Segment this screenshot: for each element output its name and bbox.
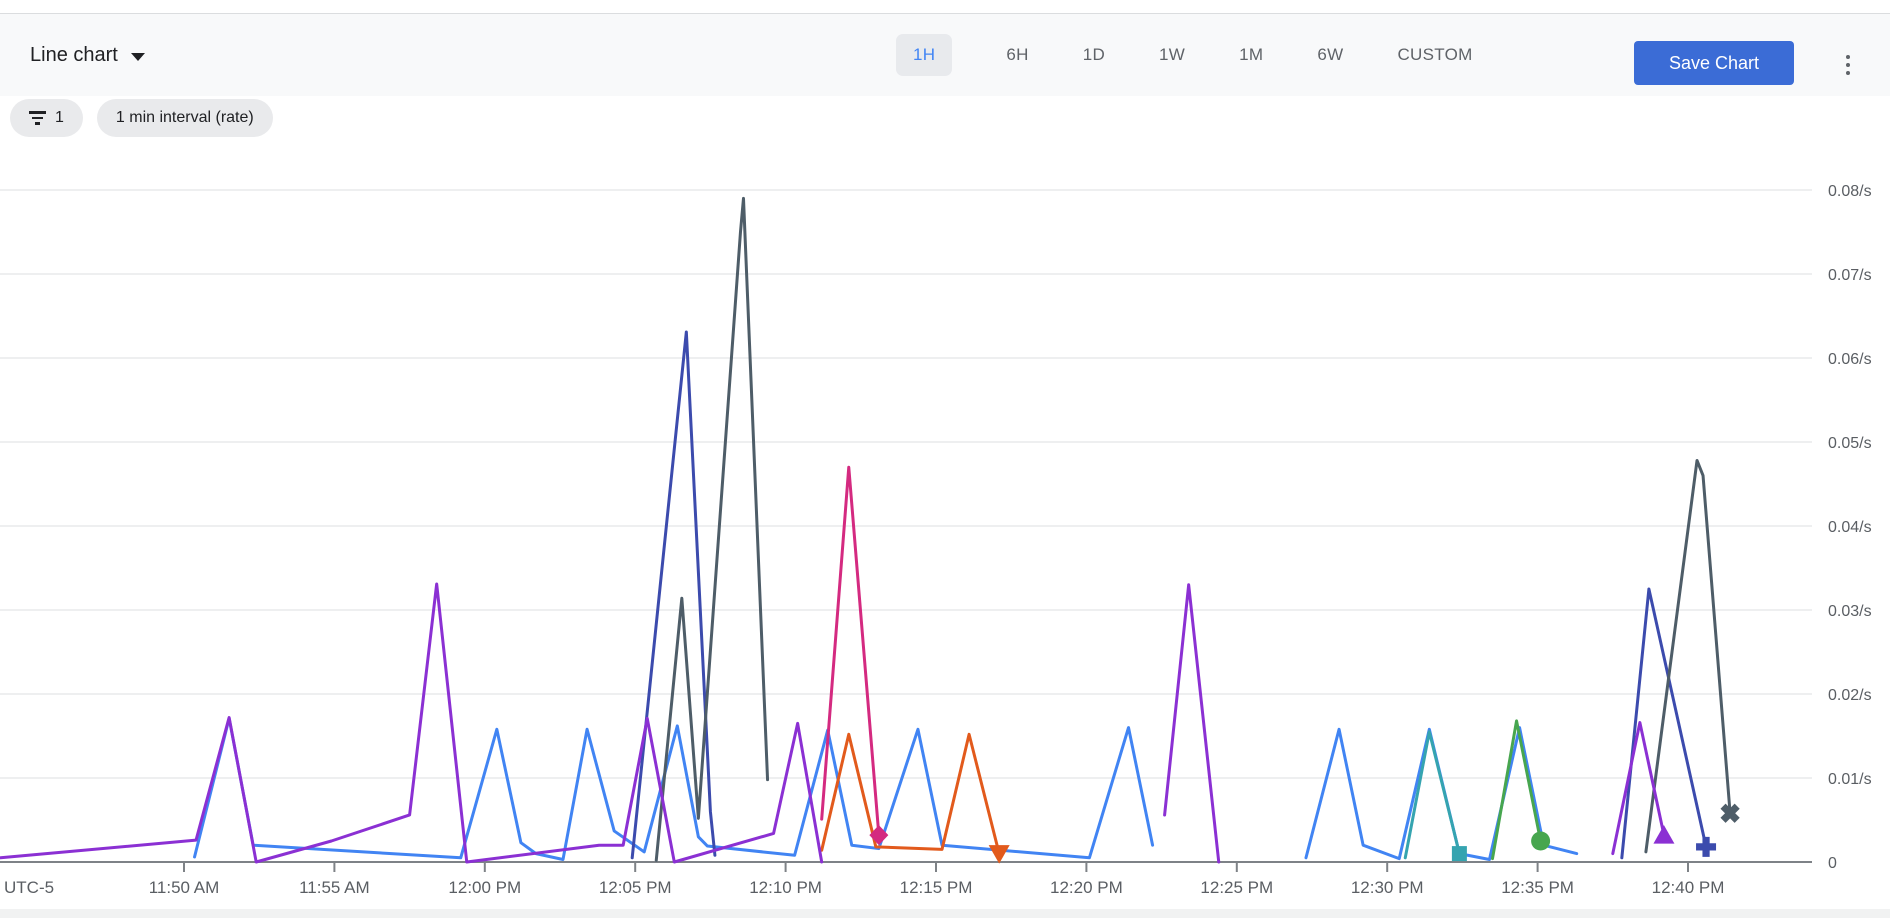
series-pink-line	[822, 467, 879, 835]
kebab-dot	[1846, 71, 1851, 76]
series-purple-line	[1165, 585, 1219, 862]
time-range-button-6w[interactable]: 6W	[1317, 45, 1343, 65]
series-teal-end-marker-square-icon	[1452, 846, 1467, 861]
timezone-label: UTC-5	[4, 878, 54, 897]
chart-area: 0 0.01/s 0.02/s 0.03/s 0.04/s 0.05/s 0.06/s 0.0…	[0, 140, 1890, 918]
x-axis-label: 12:05 PM	[599, 878, 672, 897]
time-range-button-custom[interactable]: CUSTOM	[1397, 45, 1472, 65]
series-indigo-end-marker-plus-icon	[1696, 837, 1716, 857]
more-options-button[interactable]	[1838, 47, 1858, 83]
kebab-dot	[1846, 55, 1851, 60]
toolbar: Line chart 1H 6H 1D 1W 1M 6W CUSTOM Save Chart	[0, 14, 1890, 96]
series-purple-end-marker-triangle-up-icon	[1653, 825, 1674, 844]
chart-type-dropdown[interactable]: Line chart	[30, 14, 145, 96]
x-axis-label: 12:40 PM	[1652, 878, 1725, 897]
y-axis-label: 0.02/s	[1828, 687, 1872, 704]
series-green-end-marker-circle-icon	[1531, 832, 1550, 851]
kebab-dot	[1846, 63, 1851, 68]
series-orange-end-marker-triangle-down-icon	[989, 845, 1010, 864]
filter-bar: 1 1 min interval (rate)	[10, 96, 273, 140]
x-axis-label: 12:35 PM	[1501, 878, 1574, 897]
series-purple-line	[1, 584, 822, 862]
time-range-button-6h[interactable]: 6H	[1006, 45, 1028, 65]
interval-chip[interactable]: 1 min interval (rate)	[97, 99, 273, 137]
save-chart-button[interactable]: Save Chart	[1634, 41, 1794, 85]
x-axis-label: 12:00 PM	[448, 878, 521, 897]
x-axis-label: 12:10 PM	[749, 878, 822, 897]
time-range-button-1m[interactable]: 1M	[1239, 45, 1263, 65]
x-axis-label: 11:50 AM	[149, 878, 220, 897]
x-axis-label: 12:30 PM	[1351, 878, 1424, 897]
chart-type-label: Line chart	[30, 44, 118, 67]
series-purple-line	[1613, 723, 1664, 854]
chevron-down-icon	[131, 53, 145, 61]
time-range-button-1d[interactable]: 1D	[1083, 45, 1105, 65]
filter-icon	[29, 111, 46, 125]
x-axis-label: 12:15 PM	[900, 878, 973, 897]
y-axis-label: 0.06/s	[1828, 351, 1872, 368]
x-axis-label: 12:20 PM	[1050, 878, 1123, 897]
y-axis-label: 0.05/s	[1828, 435, 1872, 452]
interval-label: 1 min interval (rate)	[116, 109, 254, 127]
filter-count: 1	[55, 109, 64, 127]
time-range-button-1w[interactable]: 1W	[1159, 45, 1185, 65]
y-axis-label: 0.08/s	[1828, 183, 1872, 200]
filter-chip[interactable]: 1	[10, 99, 83, 137]
bottom-scrollbar-track	[0, 909, 1890, 918]
y-axis-label: 0	[1828, 855, 1837, 872]
series-slate-line	[1646, 460, 1730, 851]
time-range-button-1h[interactable]: 1H	[896, 34, 952, 76]
y-axis-label: 0.07/s	[1828, 267, 1872, 284]
x-axis-label: 11:55 AM	[299, 878, 370, 897]
y-axis-label: 0.03/s	[1828, 603, 1872, 620]
series-slate-line	[656, 198, 767, 860]
line-chart[interactable]: 0 0.01/s 0.02/s 0.03/s 0.04/s 0.05/s 0.06/s 0.0…	[0, 140, 1890, 918]
time-range-selector: 1H 6H 1D 1W 1M 6W CUSTOM	[896, 14, 1473, 96]
y-axis-label: 0.04/s	[1828, 519, 1872, 536]
y-axis-label: 0.01/s	[1828, 771, 1872, 788]
x-axis-label: 12:25 PM	[1200, 878, 1273, 897]
